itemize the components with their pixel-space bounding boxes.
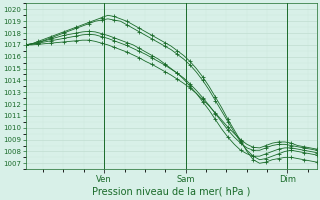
X-axis label: Pression niveau de la mer( hPa ): Pression niveau de la mer( hPa ) <box>92 187 250 197</box>
